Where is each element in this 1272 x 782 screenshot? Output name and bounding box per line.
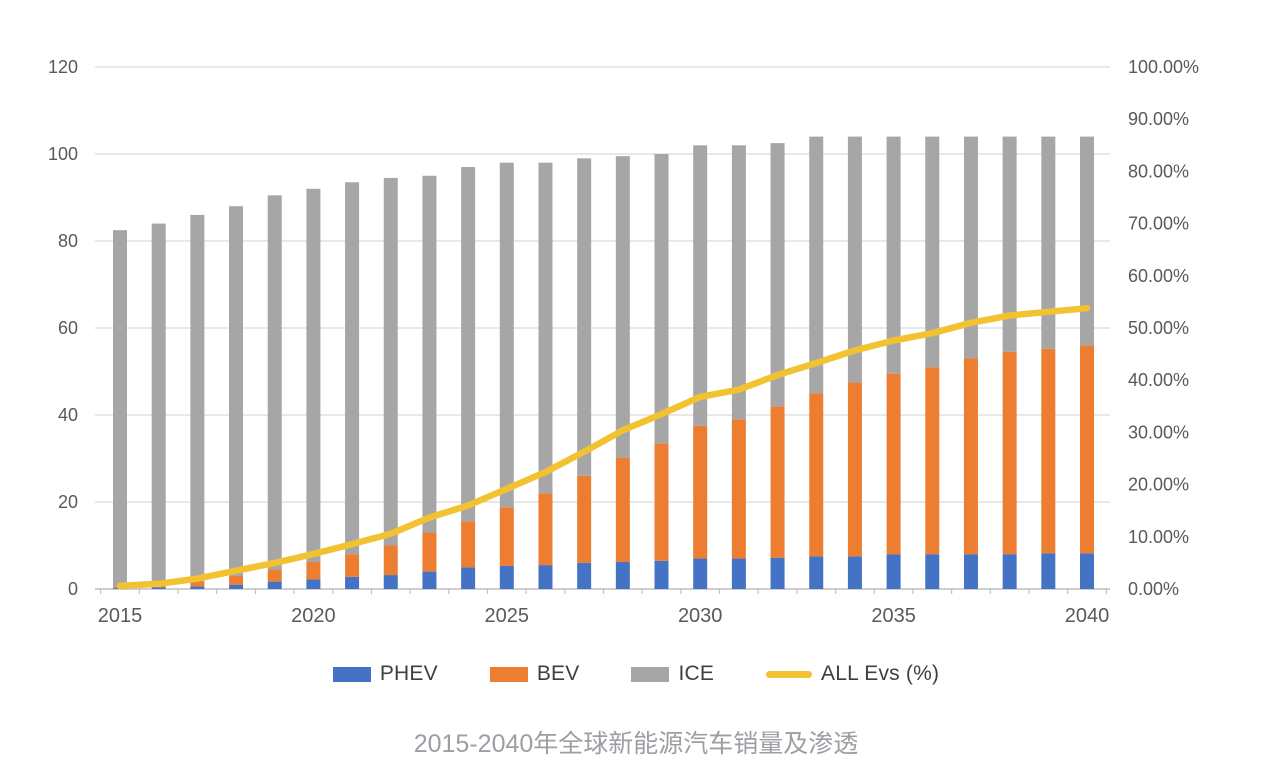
all-evs-line-swatch-icon [766,670,813,678]
svg-text:60.00%: 60.00% [1128,266,1189,286]
combo-chart-canvas: 0204060801001200.00%10.00%20.00%30.00%40… [48,57,1199,627]
svg-text:20: 20 [58,492,78,512]
svg-text:0: 0 [68,579,78,599]
phev-swatch-icon [332,666,371,682]
ice-swatch-icon [631,666,670,682]
svg-text:120: 120 [48,57,78,77]
svg-text:2015: 2015 [98,605,143,627]
svg-text:2030: 2030 [678,605,723,627]
svg-text:60: 60 [58,318,78,338]
svg-text:100.00%: 100.00% [1128,57,1199,77]
svg-text:40: 40 [58,405,78,425]
legend-label-all-evs: ALL Evs (%) [821,662,940,685]
bev-swatch-icon [489,666,528,682]
svg-text:40.00%: 40.00% [1128,370,1189,390]
chart-legend: PHEV BEV ICE ALL Evs (%) [0,662,1272,686]
svg-text:2025: 2025 [485,605,530,627]
legend-label-ice: ICE [678,662,715,685]
svg-text:80.00%: 80.00% [1128,161,1189,181]
svg-text:100: 100 [48,144,78,164]
legend-item-bev: BEV [489,662,580,686]
legend-label-phev: PHEV [379,662,438,685]
svg-text:2020: 2020 [291,605,336,627]
legend-item-all-evs: ALL Evs (%) [766,662,939,686]
legend-label-bev: BEV [536,662,580,685]
svg-text:90.00%: 90.00% [1128,109,1189,129]
legend-item-phev: PHEV [332,662,438,686]
svg-text:70.00%: 70.00% [1128,214,1189,234]
svg-text:80: 80 [58,231,78,251]
svg-text:30.00%: 30.00% [1128,422,1189,442]
legend-item-ice: ICE [631,662,714,686]
chart-title: 2015-2040年全球新能源汽车销量及渗透 [413,730,859,758]
svg-text:2035: 2035 [871,605,916,627]
svg-text:0.00%: 0.00% [1128,579,1179,599]
svg-text:10.00%: 10.00% [1128,527,1189,547]
svg-text:2040: 2040 [1065,605,1110,627]
svg-text:50.00%: 50.00% [1128,318,1189,338]
svg-text:20.00%: 20.00% [1128,475,1189,495]
